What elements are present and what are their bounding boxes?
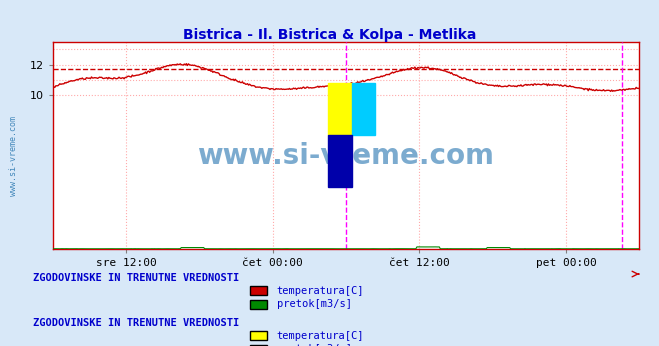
Bar — [328, 135, 352, 187]
Text: ZGODOVINSKE IN TRENUTNE VREDNOSTI: ZGODOVINSKE IN TRENUTNE VREDNOSTI — [33, 273, 239, 283]
Text: temperatura[C]: temperatura[C] — [277, 286, 364, 295]
Text: pretok[m3/s]: pretok[m3/s] — [277, 345, 352, 346]
Text: www.si-vreme.com: www.si-vreme.com — [9, 116, 18, 196]
Text: ZGODOVINSKE IN TRENUTNE VREDNOSTI: ZGODOVINSKE IN TRENUTNE VREDNOSTI — [33, 318, 239, 328]
Text: www.si-vreme.com: www.si-vreme.com — [198, 142, 494, 170]
Bar — [328, 83, 352, 135]
Text: pretok[m3/s]: pretok[m3/s] — [277, 300, 352, 309]
Bar — [352, 83, 376, 135]
Text: temperatura[C]: temperatura[C] — [277, 331, 364, 340]
Text: Bistrica - Il. Bistrica & Kolpa - Metlika: Bistrica - Il. Bistrica & Kolpa - Metlik… — [183, 28, 476, 42]
